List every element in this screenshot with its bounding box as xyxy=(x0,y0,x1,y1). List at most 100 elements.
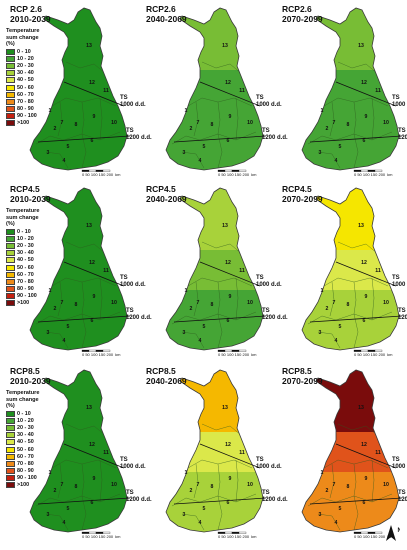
ts-label-line: 1200 d.d. xyxy=(398,135,407,141)
ts-label-line: TS xyxy=(126,490,134,496)
region-number: 1 xyxy=(49,470,52,476)
region-number: 6 xyxy=(227,500,230,506)
map-panel: 1 2 3 4 5 6 7 8 9 10 11 12 13 RCP 2.6 2010-2039 TS 1000 … xyxy=(2,2,152,182)
ts-label-line: 1000 d.d. xyxy=(120,282,146,288)
province-boundary xyxy=(353,101,357,135)
region-number: 13 xyxy=(222,223,228,229)
region-number: 2 xyxy=(54,126,57,132)
region-number: 2 xyxy=(54,488,57,494)
region-number: 2 xyxy=(190,488,193,494)
ts-label-line: TS xyxy=(120,457,128,463)
period-label: 2070-2099 xyxy=(282,376,323,386)
province-boundary xyxy=(65,423,107,437)
ts-label-line: 1200 d.d. xyxy=(398,315,407,321)
region-number: 2 xyxy=(326,306,329,312)
province-boundary xyxy=(181,513,205,531)
region-number: 6 xyxy=(91,500,94,506)
legend-label: 30 - 40 xyxy=(17,432,34,439)
middle-zone xyxy=(302,250,399,290)
region-number: 6 xyxy=(363,138,366,144)
ts-1000-isoline xyxy=(335,81,397,107)
legend-swatch xyxy=(6,432,15,439)
province-boundary xyxy=(217,313,223,349)
region-number: 3 xyxy=(183,512,186,518)
legend-label: >100 xyxy=(17,299,30,306)
legend-item: 80 - 90 xyxy=(6,285,46,292)
legend-item: 70 - 80 xyxy=(6,460,46,467)
region-number: 6 xyxy=(227,138,230,144)
ts-1000-isoline xyxy=(199,261,261,287)
region-number: 1 xyxy=(185,288,188,294)
region-number: 8 xyxy=(211,122,214,128)
region-number: 7 xyxy=(333,482,336,488)
province-boundary xyxy=(217,463,221,497)
region-number: 12 xyxy=(361,260,367,266)
ts-label-line: TS xyxy=(256,275,264,281)
scenario-label: RCP 2.6 xyxy=(10,4,42,14)
province-boundary xyxy=(307,311,393,325)
legend-swatch xyxy=(6,91,15,98)
region-number: 7 xyxy=(333,120,336,126)
legend-label: 50 - 60 xyxy=(17,264,34,271)
map-panel: 1 2 3 4 5 6 7 8 9 10 11 12 13 RCP2.6 2040-2069 TS 1000 d… xyxy=(138,2,288,182)
legend-swatch xyxy=(6,229,15,236)
country-outline xyxy=(165,7,264,171)
legend-item: 10 - 20 xyxy=(6,236,46,243)
ts-label-line: 1000 d.d. xyxy=(392,102,407,108)
ts-1000-isoline xyxy=(335,443,397,469)
legend-item: 50 - 60 xyxy=(6,84,46,91)
region-number: 1 xyxy=(49,288,52,294)
region-number: 5 xyxy=(203,144,206,150)
scenario-label: RCP4.5 xyxy=(10,184,40,194)
legend-item: 30 - 40 xyxy=(6,432,46,439)
province-boundary xyxy=(337,241,379,255)
province-boundary xyxy=(371,97,375,141)
region-number: 7 xyxy=(61,300,64,306)
scenario-label: RCP8.5 xyxy=(282,366,312,376)
province-boundary xyxy=(57,281,63,317)
scale-unit: km xyxy=(115,534,121,539)
panel-title: RCP 2.6 2010-2039 xyxy=(10,4,51,24)
region-number: 9 xyxy=(93,114,96,120)
province-boundary xyxy=(35,311,121,325)
legend-title: Temperature sum change (%) xyxy=(6,208,40,227)
country-outline xyxy=(301,187,400,351)
legend-swatch xyxy=(6,250,15,257)
legend-swatch xyxy=(6,460,15,467)
province-boundary xyxy=(171,493,257,507)
province-boundary xyxy=(201,61,243,75)
legend-item: 30 - 40 xyxy=(6,70,46,77)
province-boundary xyxy=(81,101,85,135)
ts-label-line: 1000 d.d. xyxy=(120,102,146,108)
province-boundary xyxy=(193,101,199,137)
legend-label: >100 xyxy=(17,481,30,488)
ts-label-line: TS xyxy=(392,95,400,101)
ts-label-line: TS xyxy=(392,457,400,463)
map-panel: 1 2 3 4 5 6 7 8 9 10 11 12 13 RCP4.5 2040-2069 TS 1000 d… xyxy=(138,182,288,362)
region-number: 8 xyxy=(75,122,78,128)
ts-1000-isoline xyxy=(199,81,261,107)
province-boundary xyxy=(317,513,341,531)
legend-label: 0 - 10 xyxy=(17,49,31,56)
ts-label-line: TS xyxy=(392,275,400,281)
scale-ticks: 0 50 100 150 200 xyxy=(354,352,386,357)
scale-unit: km xyxy=(251,534,257,539)
scale-ticks: 0 50 100 150 200 xyxy=(218,352,250,357)
legend-swatch xyxy=(6,425,15,432)
province-boundary xyxy=(235,97,239,141)
province-boundary xyxy=(329,281,335,317)
region-number: 9 xyxy=(365,294,368,300)
region-number: 5 xyxy=(203,506,206,512)
ts-1200-isoline xyxy=(173,315,267,323)
legend-item: 70 - 80 xyxy=(6,98,46,105)
